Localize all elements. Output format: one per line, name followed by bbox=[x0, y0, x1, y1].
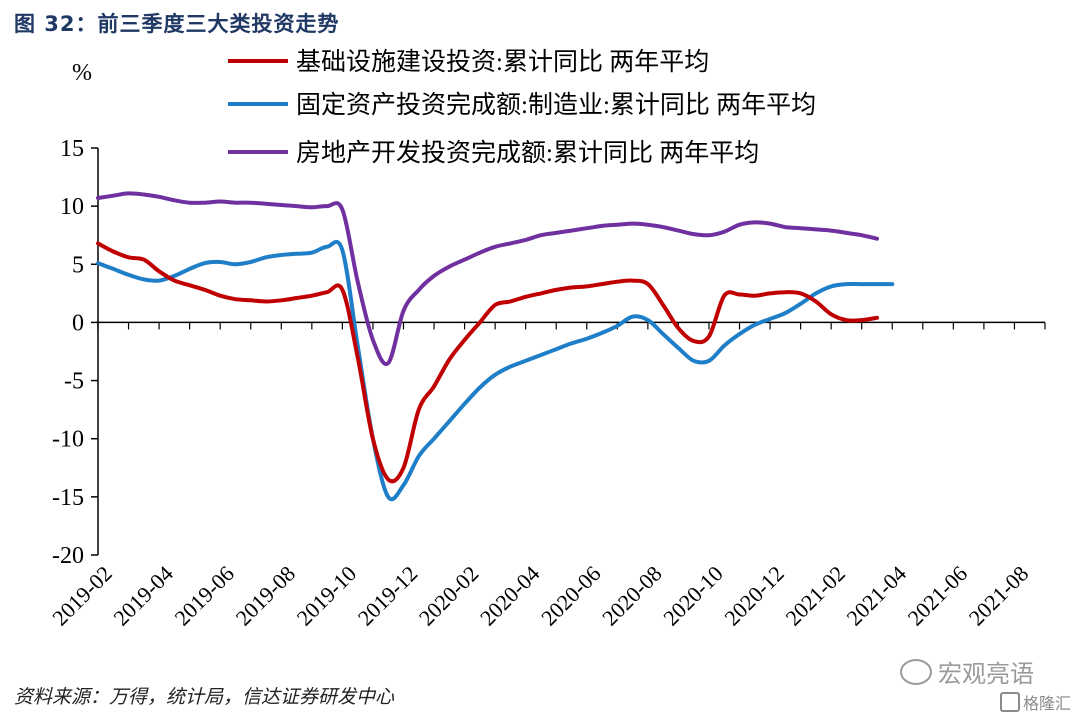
y-tick-label: 10 bbox=[60, 194, 84, 220]
x-tick-label: 2020-02 bbox=[414, 561, 484, 631]
y-tick-label: -5 bbox=[64, 369, 84, 395]
y-tick-label: -15 bbox=[52, 485, 84, 511]
x-tick-label: 2019-04 bbox=[108, 561, 178, 631]
y-tick-label: -10 bbox=[52, 427, 84, 453]
y-tick-label: -20 bbox=[52, 543, 84, 569]
x-tick-label: 2020-10 bbox=[658, 561, 728, 631]
x-tick-label: 2021-08 bbox=[964, 561, 1034, 631]
series-line-real-estate bbox=[96, 191, 879, 367]
source-note: 资料来源：万得，统计局，信达证券研发中心 bbox=[14, 686, 395, 708]
legend-item-real-estate-label: 房地产开发投资完成额:累计同比 两年平均 bbox=[296, 139, 759, 167]
x-tick-label: 2021-02 bbox=[780, 561, 850, 631]
chart-axes bbox=[91, 147, 1046, 556]
x-tick-label: 2020-12 bbox=[719, 561, 789, 631]
y-tick-label: 0 bbox=[72, 310, 84, 336]
series-line-manufacturing bbox=[96, 239, 895, 502]
series-line-infrastructure bbox=[96, 241, 879, 484]
wechat-icon bbox=[900, 658, 932, 685]
brand-mark: 格隆汇 bbox=[1000, 690, 1071, 714]
x-tick-label: 2020-04 bbox=[475, 561, 545, 631]
y-axis-unit-label: % bbox=[72, 60, 92, 86]
figure-title: 图 32：前三季度三大类投资走势 bbox=[14, 12, 340, 36]
y-tick-label: 5 bbox=[72, 252, 84, 278]
watermark: 宏观亮语 bbox=[900, 654, 1034, 689]
y-tick-label: 15 bbox=[60, 136, 84, 162]
x-tick-label: 2019-10 bbox=[292, 561, 362, 631]
x-tick-label: 2020-08 bbox=[597, 561, 667, 631]
x-tick-label: 2020-06 bbox=[536, 561, 606, 631]
legend-item-infrastructure-label: 基础设施建设投资:累计同比 两年平均 bbox=[296, 48, 709, 76]
x-tick-label: 2019-12 bbox=[353, 561, 423, 631]
brand-text: 格隆汇 bbox=[1023, 694, 1072, 713]
x-tick-label: 2019-08 bbox=[231, 561, 301, 631]
x-tick-labels: 2019-022019-042019-062019-082019-102019-… bbox=[47, 561, 1033, 631]
series-lines bbox=[96, 191, 895, 502]
legend-item-manufacturing-label: 固定资产投资完成额:制造业:累计同比 两年平均 bbox=[296, 91, 816, 119]
x-tick-label: 2021-06 bbox=[903, 561, 973, 631]
x-tick-label: 2019-06 bbox=[169, 561, 239, 631]
x-tick-label: 2021-04 bbox=[842, 561, 912, 631]
brand-logo-icon bbox=[1000, 692, 1020, 712]
y-tick-labels: 15 10 5 0 -5 -10 -15 -20 bbox=[52, 136, 84, 569]
x-tick-label: 2019-02 bbox=[47, 561, 117, 631]
watermark-text: 宏观亮语 bbox=[938, 660, 1034, 688]
